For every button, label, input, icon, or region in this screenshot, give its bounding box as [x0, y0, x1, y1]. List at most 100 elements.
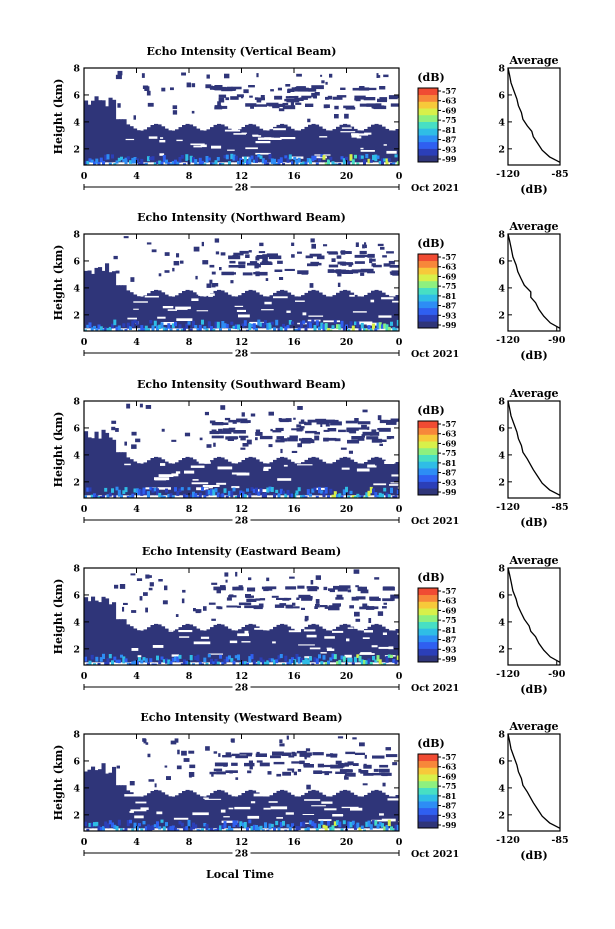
upper-layer-cell	[209, 420, 216, 424]
colorbar-swatch	[418, 648, 438, 656]
scatter-cell	[126, 403, 131, 409]
gap-cell	[270, 806, 288, 810]
surface-cell	[282, 663, 285, 665]
average-x-tick-label: -90	[548, 669, 566, 680]
echo-layer	[336, 626, 341, 663]
upper-layer-cell	[284, 98, 289, 102]
echo-layer	[105, 432, 110, 496]
upper-layer-cell	[366, 103, 377, 107]
surface-cell	[106, 658, 110, 665]
gap-cell	[124, 463, 131, 466]
echo-layer	[364, 795, 369, 829]
surface-cell	[302, 320, 306, 324]
surface-cell	[203, 163, 207, 165]
average-frame	[507, 400, 561, 499]
gap-cell	[238, 314, 250, 318]
surface-cell	[302, 821, 306, 827]
surface-cell	[324, 662, 328, 665]
echo-layer	[133, 628, 138, 663]
echo-layer	[91, 273, 96, 329]
upper-layer-cell	[229, 594, 234, 598]
upper-layer-cell	[354, 752, 365, 755]
echo-layer	[381, 792, 386, 829]
surface-cell	[304, 496, 308, 498]
surface-cell	[322, 824, 326, 829]
upper-layer-cell	[259, 598, 266, 601]
x-tick-label: 16	[287, 504, 301, 515]
scatter-cell	[177, 749, 180, 755]
surface-cell	[338, 659, 342, 665]
average-y-tick-label: 4	[498, 283, 505, 294]
echo-layer	[269, 629, 274, 663]
gap-cell	[131, 648, 139, 651]
surface-cell	[111, 488, 114, 493]
scatter-cell	[364, 242, 367, 245]
surface-cell	[264, 822, 267, 829]
surface-cell	[108, 820, 112, 825]
gap-cell	[204, 461, 211, 464]
scatter-cell	[147, 575, 152, 578]
echo-layer	[227, 461, 232, 496]
upper-layer-cell	[246, 598, 257, 602]
scatter-cell	[321, 80, 325, 84]
upper-layer-cell	[360, 268, 374, 273]
gap-cell	[387, 798, 399, 801]
upper-layer-cell	[360, 589, 369, 594]
surface-cell	[133, 660, 137, 665]
echo-layer	[213, 124, 218, 163]
echo-layer	[374, 623, 379, 663]
echo-layer	[112, 99, 117, 163]
surface-cell	[369, 486, 373, 494]
scatter-cell	[122, 606, 125, 612]
surface-cell	[156, 160, 159, 164]
upper-layer-cell	[285, 604, 293, 609]
upper-layer-cell	[239, 250, 249, 254]
gap-cell	[130, 809, 147, 812]
echo-layer	[287, 292, 292, 329]
upper-layer-cell	[337, 587, 348, 592]
surface-cell	[392, 828, 396, 831]
upper-layer-cell	[260, 95, 265, 98]
surface-cell	[351, 820, 355, 826]
echo-layer	[119, 785, 124, 829]
scatter-cell	[191, 83, 196, 88]
surface-cell	[214, 658, 218, 665]
gap-cell	[193, 641, 211, 645]
upper-layer-cell	[209, 264, 215, 268]
echo-layer	[339, 124, 344, 163]
upper-layer-cell	[330, 421, 342, 426]
upper-layer-cell	[233, 252, 244, 256]
gap-cell	[255, 141, 271, 144]
surface-cell	[124, 828, 128, 831]
surface-cell	[115, 659, 119, 663]
scatter-cell	[186, 82, 191, 88]
echo-layer	[217, 289, 222, 329]
scatter-cell	[337, 282, 341, 287]
surface-cell	[261, 158, 265, 164]
gap-cell	[302, 312, 307, 316]
echo-layer	[336, 459, 341, 496]
echo-layer	[115, 119, 120, 163]
heatmap-cells	[84, 236, 399, 331]
scatter-cell	[202, 260, 209, 265]
surface-cell	[223, 488, 227, 493]
echo-layer	[157, 124, 162, 163]
echo-layer	[325, 463, 330, 496]
upper-layer-cell	[259, 762, 270, 767]
colorbar-tick-label: -63	[442, 96, 457, 106]
echo-layer	[339, 457, 344, 496]
surface-cell	[385, 324, 389, 331]
surface-cell	[162, 496, 166, 498]
surface-cell	[228, 490, 231, 497]
upper-layer-cell	[345, 107, 356, 110]
surface-cell	[93, 161, 96, 165]
upper-layer-cell	[286, 98, 300, 103]
echo-layer	[318, 459, 323, 496]
surface-cell	[219, 654, 222, 659]
surface-cell	[252, 159, 256, 163]
echo-layer	[136, 296, 141, 329]
surface-cell	[309, 322, 312, 328]
echo-layer	[241, 627, 246, 663]
